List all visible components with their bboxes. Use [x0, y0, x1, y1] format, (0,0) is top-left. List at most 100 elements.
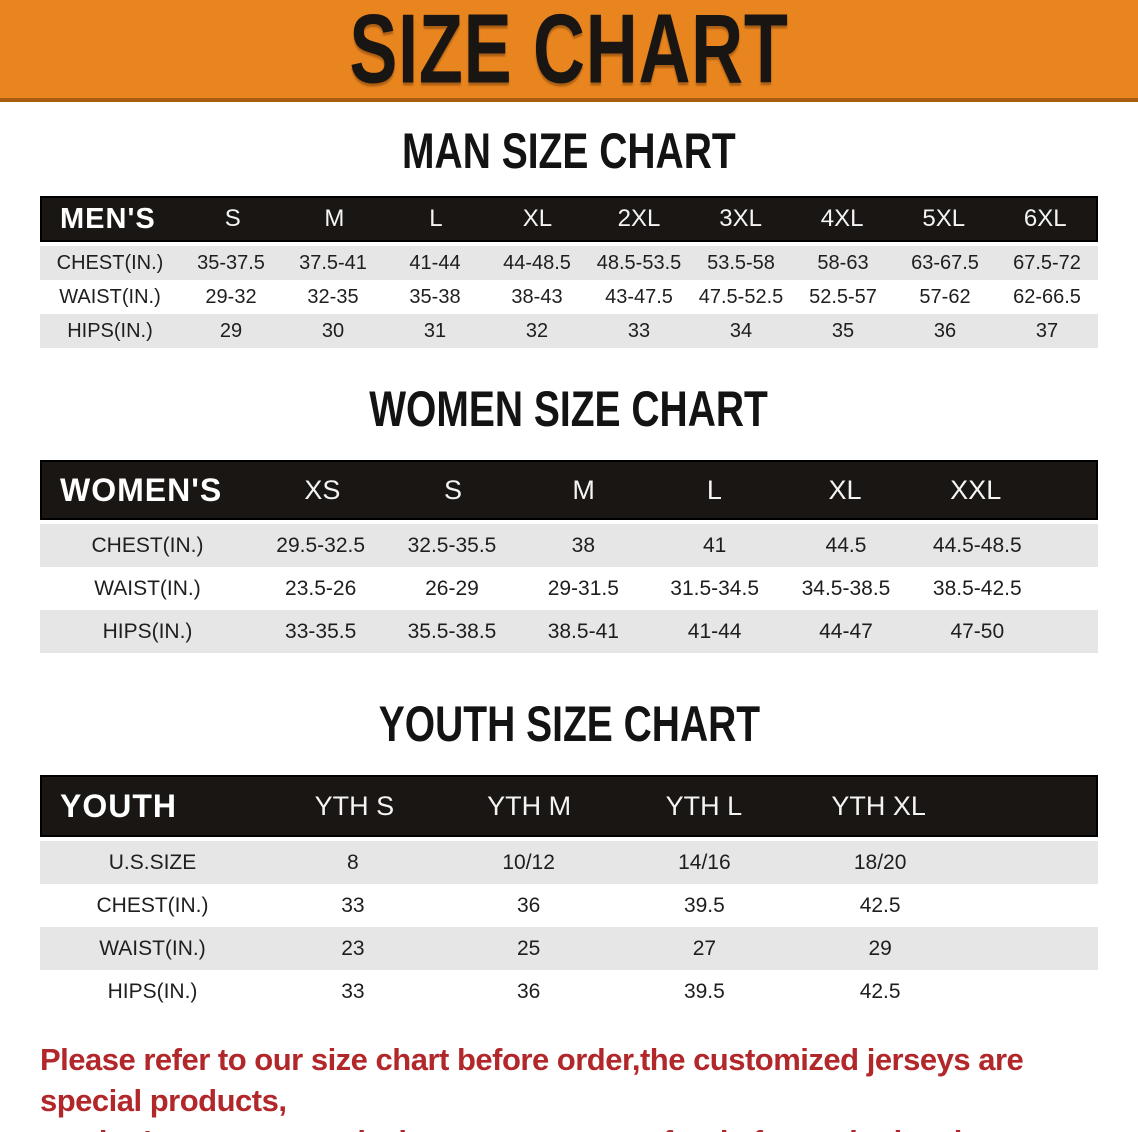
- size-value-cell: 44.5: [825, 533, 867, 557]
- section-heading-youth-text: YOUTH SIZE CHART: [378, 696, 760, 752]
- size-column-header: XS: [304, 474, 341, 505]
- size-value-cell: 34: [729, 319, 753, 342]
- table-header-row: WOMEN'S XS S M L XL XXL: [40, 460, 1098, 520]
- size-chart-body: MAN SIZE CHART MEN'S S M L XL 2XL 3XL 4XL 5XL 6XL…: [0, 126, 1138, 1132]
- size-value-cell: 8: [347, 850, 359, 874]
- size-value-cell: 38-43: [511, 285, 563, 308]
- size-value-cell: 33-35.5: [285, 619, 357, 643]
- size-column-header: 5XL: [922, 205, 966, 232]
- size-value-cell: 52.5-57: [809, 285, 877, 308]
- size-value-cell: 67.5-72: [1013, 251, 1081, 274]
- page-title: SIZE CHART: [349, 0, 789, 104]
- size-value-cell: 58-63: [817, 251, 869, 274]
- size-value-cell: 32.5-35.5: [407, 533, 497, 557]
- disclaimer: Please refer to our size chart before or…: [40, 1039, 1098, 1132]
- row-label: U.S.SIZE: [108, 850, 197, 874]
- size-value-cell: 44.5-48.5: [932, 533, 1022, 557]
- size-column-header: YTH M: [487, 790, 572, 821]
- size-value-cell: 29-32: [205, 285, 257, 308]
- table-row: WAIST(IN.) 23 25 27 29: [40, 927, 1098, 970]
- section-heading-women: WOMEN SIZE CHART: [0, 384, 1138, 434]
- size-value-cell: 29-31.5: [547, 576, 619, 600]
- table-header-row: MEN'S S M L XL 2XL 3XL 4XL 5XL 6XL: [40, 196, 1098, 242]
- size-value-cell: 27: [692, 936, 717, 960]
- banner: SIZE CHART: [0, 0, 1138, 102]
- size-value-cell: 43-47.5: [605, 285, 673, 308]
- size-value-cell: 62-66.5: [1013, 285, 1081, 308]
- size-column-header: S: [444, 474, 463, 505]
- size-value-cell: 38: [571, 533, 595, 557]
- table-row: HIPS(IN.) 29 30 31 32 33 34 35 36 37: [40, 314, 1098, 348]
- row-label: CHEST(IN.): [56, 251, 164, 274]
- size-value-cell: 29: [868, 936, 892, 960]
- size-value-cell: 36: [933, 319, 957, 342]
- table-header-label: WOMEN'S: [60, 471, 223, 508]
- size-column-header: S: [224, 205, 241, 232]
- size-value-cell: 30: [321, 319, 345, 342]
- size-value-cell: 44-47: [819, 619, 873, 643]
- size-column-header: 4XL: [820, 205, 864, 232]
- table-header-label: YOUTH: [60, 787, 177, 824]
- size-column-header: XL: [828, 474, 862, 505]
- youth-size-table: YOUTH YTH S YTH M YTH L YTH XL U.S.SIZE 8 10/12…: [40, 775, 1098, 1013]
- size-column-header: M: [572, 474, 595, 505]
- size-value-cell: 31: [423, 319, 447, 342]
- size-value-cell: 35.5-38.5: [407, 619, 497, 643]
- size-value-cell: 32-35: [307, 285, 359, 308]
- table-row: HIPS(IN.) 33 36 39.5 42.5: [40, 970, 1098, 1013]
- table-body: CHEST(IN.) 29.5-32.5 32.5-35.5 38 41 44.5 44.5…: [40, 524, 1098, 653]
- table-body: CHEST(IN.) 35-37.5 37.5-41 41-44 44-48.5 48.5…: [40, 246, 1098, 348]
- size-column-header: YTH XL: [831, 790, 926, 821]
- size-value-cell: 29.5-32.5: [276, 533, 366, 557]
- size-column-header: 2XL: [617, 205, 661, 232]
- size-value-cell: 39.5: [683, 979, 725, 1003]
- row-label: CHEST(IN.): [91, 533, 204, 557]
- row-label: CHEST(IN.): [96, 893, 209, 917]
- size-column-header: XL: [522, 205, 553, 232]
- size-value-cell: 32: [525, 319, 549, 342]
- size-column-header: YTH L: [665, 790, 743, 821]
- row-label: WAIST(IN.): [99, 936, 206, 960]
- size-value-cell: 33: [341, 979, 365, 1003]
- women-size-table: WOMEN'S XS S M L XL XXL CHEST(IN.) 29.5-32.5 32.5…: [40, 460, 1098, 653]
- size-column-header: L: [706, 474, 722, 505]
- size-value-cell: 63-67.5: [911, 251, 979, 274]
- size-value-cell: 33: [341, 893, 365, 917]
- size-value-cell: 48.5-53.5: [596, 251, 682, 274]
- section-heading-youth: YOUTH SIZE CHART: [0, 699, 1138, 749]
- size-value-cell: 26-29: [425, 576, 479, 600]
- size-value-cell: 38.5-41: [547, 619, 619, 643]
- size-value-cell: 57-62: [919, 285, 971, 308]
- size-value-cell: 31.5-34.5: [670, 576, 760, 600]
- section-men: MAN SIZE CHART MEN'S S M L XL 2XL 3XL 4XL 5XL 6XL…: [0, 126, 1138, 348]
- size-value-cell: 23: [341, 936, 365, 960]
- section-youth: YOUTH SIZE CHART YOUTH YTH S YTH M YTH L YTH…: [0, 699, 1138, 1013]
- size-value-cell: 41: [702, 533, 727, 557]
- disclaimer-line-1: Please refer to our size chart before or…: [40, 1042, 1024, 1118]
- table-row: WAIST(IN.) 29-32 32-35 35-38 38-43 43-47.5 47.…: [40, 280, 1098, 314]
- size-value-cell: 41-44: [409, 251, 461, 274]
- size-value-cell: 35-37.5: [197, 251, 265, 274]
- size-value-cell: 35-38: [409, 285, 461, 308]
- row-label: WAIST(IN.): [59, 285, 161, 308]
- size-column-header: XXL: [950, 474, 1002, 505]
- section-heading-men-text: MAN SIZE CHART: [402, 123, 736, 179]
- table-body: U.S.SIZE 8 10/12 14/16 18/20 CHEST(IN.) 33 36 39…: [40, 841, 1098, 1013]
- section-heading-men: MAN SIZE CHART: [0, 126, 1138, 176]
- table-row: WAIST(IN.) 23.5-26 26-29 29-31.5 31.5-34.5 34…: [40, 567, 1098, 610]
- row-label: HIPS(IN.): [102, 619, 193, 643]
- table-header-label: MEN'S: [60, 202, 156, 235]
- size-value-cell: 25: [516, 936, 541, 960]
- size-value-cell: 33: [627, 319, 651, 342]
- size-value-cell: 36: [516, 979, 541, 1003]
- size-value-cell: 53.5-58: [707, 251, 775, 274]
- size-value-cell: 42.5: [859, 893, 901, 917]
- table-row: CHEST(IN.) 35-37.5 37.5-41 41-44 44-48.5 48.5…: [40, 246, 1098, 280]
- size-column-header: M: [324, 205, 345, 232]
- size-value-cell: 47.5-52.5: [698, 285, 784, 308]
- disclaimer-line-2: we don't accept cancel, change, teturn o…: [40, 1121, 1098, 1132]
- size-value-cell: 18/20: [853, 850, 907, 874]
- size-value-cell: 44-48.5: [503, 251, 571, 274]
- size-value-cell: 34.5-38.5: [801, 576, 891, 600]
- men-size-table: MEN'S S M L XL 2XL 3XL 4XL 5XL 6XL CHEST(IN.) 35-37…: [40, 196, 1098, 348]
